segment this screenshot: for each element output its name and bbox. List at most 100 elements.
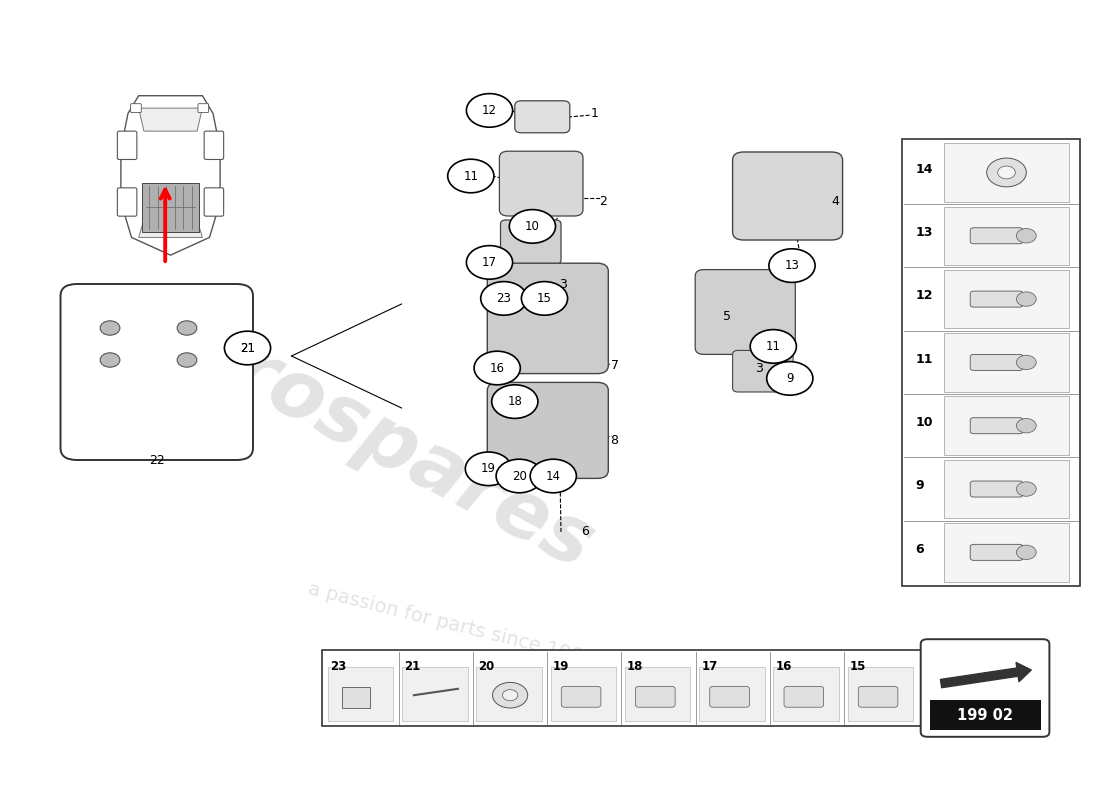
FancyBboxPatch shape: [60, 284, 253, 460]
FancyBboxPatch shape: [733, 152, 843, 240]
FancyBboxPatch shape: [944, 397, 1069, 455]
FancyBboxPatch shape: [403, 667, 467, 721]
Circle shape: [466, 94, 513, 127]
FancyBboxPatch shape: [499, 151, 583, 216]
Circle shape: [224, 331, 271, 365]
Text: 199 02: 199 02: [957, 709, 1013, 723]
FancyBboxPatch shape: [342, 687, 371, 708]
Circle shape: [530, 459, 576, 493]
Circle shape: [503, 690, 518, 701]
FancyBboxPatch shape: [322, 650, 921, 726]
Circle shape: [1016, 545, 1036, 559]
Circle shape: [481, 282, 527, 315]
Circle shape: [769, 249, 815, 282]
Text: 22: 22: [150, 454, 165, 466]
FancyBboxPatch shape: [695, 270, 795, 354]
FancyBboxPatch shape: [930, 700, 1041, 730]
FancyBboxPatch shape: [944, 460, 1069, 518]
Text: 10: 10: [915, 416, 933, 429]
Text: 21: 21: [405, 660, 420, 673]
FancyBboxPatch shape: [328, 667, 394, 721]
Text: 2: 2: [600, 195, 607, 208]
FancyBboxPatch shape: [487, 263, 608, 374]
FancyBboxPatch shape: [733, 350, 793, 392]
FancyBboxPatch shape: [944, 143, 1069, 202]
Text: 20: 20: [478, 660, 495, 673]
Text: 17: 17: [702, 660, 717, 673]
Text: 18: 18: [507, 395, 522, 408]
Text: 9: 9: [915, 479, 924, 492]
Circle shape: [474, 351, 520, 385]
FancyBboxPatch shape: [970, 354, 1023, 370]
FancyBboxPatch shape: [970, 481, 1023, 497]
Circle shape: [496, 459, 542, 493]
FancyBboxPatch shape: [625, 667, 691, 721]
Text: 5: 5: [723, 310, 730, 323]
Circle shape: [1016, 229, 1036, 243]
Circle shape: [177, 321, 197, 335]
Text: 11: 11: [915, 353, 933, 366]
Text: 6: 6: [581, 525, 589, 538]
FancyBboxPatch shape: [944, 523, 1069, 582]
Text: 3: 3: [755, 362, 762, 374]
Circle shape: [465, 452, 512, 486]
Text: 3: 3: [559, 278, 566, 290]
Text: 23: 23: [496, 292, 512, 305]
FancyBboxPatch shape: [970, 228, 1023, 244]
Circle shape: [466, 246, 513, 279]
Text: 12: 12: [915, 290, 933, 302]
Circle shape: [987, 158, 1026, 187]
Text: 4: 4: [832, 195, 839, 208]
FancyBboxPatch shape: [944, 206, 1069, 265]
FancyBboxPatch shape: [515, 101, 570, 133]
Circle shape: [1016, 355, 1036, 370]
Text: 23: 23: [330, 660, 346, 673]
Circle shape: [493, 682, 528, 708]
FancyBboxPatch shape: [944, 333, 1069, 392]
Circle shape: [1016, 418, 1036, 433]
Text: 20: 20: [512, 470, 527, 482]
Circle shape: [521, 282, 568, 315]
FancyBboxPatch shape: [561, 686, 601, 707]
Text: 11: 11: [463, 170, 478, 182]
FancyBboxPatch shape: [700, 667, 764, 721]
Text: 17: 17: [482, 256, 497, 269]
Text: 18: 18: [627, 660, 644, 673]
Text: 8: 8: [610, 434, 618, 446]
Text: 19: 19: [481, 462, 496, 475]
Text: 13: 13: [915, 226, 933, 239]
FancyBboxPatch shape: [773, 667, 838, 721]
Circle shape: [998, 166, 1015, 179]
Text: 6: 6: [915, 542, 924, 556]
Text: 11: 11: [766, 340, 781, 353]
Text: 12: 12: [482, 104, 497, 117]
Text: 21: 21: [240, 342, 255, 354]
Circle shape: [100, 353, 120, 367]
Text: 10: 10: [525, 220, 540, 233]
Circle shape: [767, 362, 813, 395]
Text: 13: 13: [784, 259, 800, 272]
Circle shape: [177, 353, 197, 367]
FancyBboxPatch shape: [902, 139, 1080, 586]
Text: 16: 16: [490, 362, 505, 374]
Circle shape: [492, 385, 538, 418]
FancyBboxPatch shape: [970, 418, 1023, 434]
Circle shape: [448, 159, 494, 193]
Circle shape: [100, 321, 120, 335]
Text: 21: 21: [240, 342, 255, 354]
Text: 19: 19: [552, 660, 569, 673]
FancyBboxPatch shape: [970, 291, 1023, 307]
FancyBboxPatch shape: [921, 639, 1049, 737]
Circle shape: [1016, 482, 1036, 496]
FancyBboxPatch shape: [550, 667, 616, 721]
Text: 1: 1: [591, 107, 598, 120]
Text: 15: 15: [850, 660, 866, 673]
FancyBboxPatch shape: [848, 667, 913, 721]
Text: 7: 7: [610, 359, 618, 372]
Text: 16: 16: [776, 660, 792, 673]
FancyBboxPatch shape: [500, 220, 561, 264]
FancyBboxPatch shape: [487, 382, 608, 478]
FancyBboxPatch shape: [944, 270, 1069, 328]
Text: a passion for parts since 1985: a passion for parts since 1985: [306, 579, 596, 669]
FancyBboxPatch shape: [858, 686, 898, 707]
